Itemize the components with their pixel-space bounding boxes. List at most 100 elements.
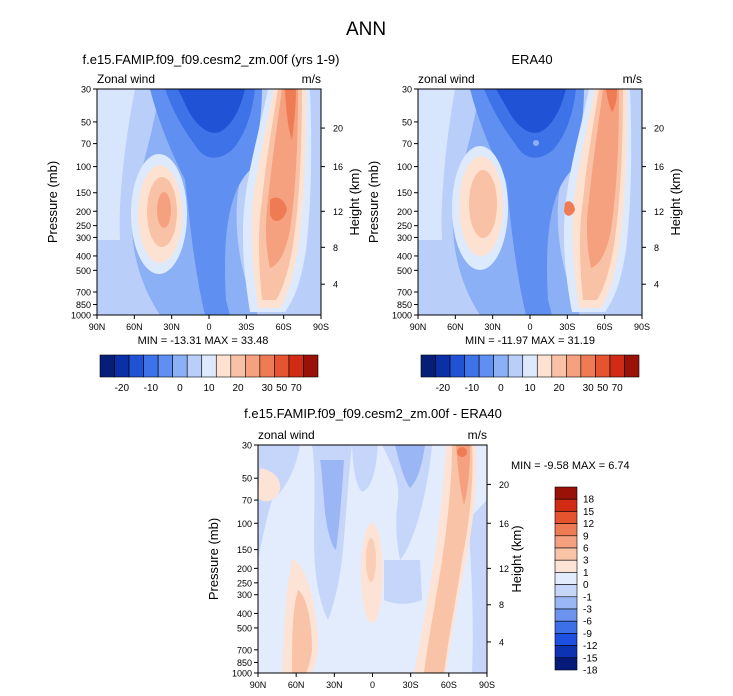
x-tick-label: 30N	[163, 322, 180, 332]
colorbar-label: 10	[524, 383, 536, 394]
y-tick-label: 500	[397, 266, 412, 276]
panel-era40-contours	[418, 89, 642, 315]
figure-title: ANN	[346, 19, 386, 40]
colorbar-label: 15	[583, 507, 595, 518]
colorbar-label: -10	[144, 383, 159, 394]
colorbar-swatch	[554, 559, 578, 573]
height-tick-label: 16	[654, 162, 664, 172]
colorbar-label: 10	[203, 383, 215, 394]
colorbar-swatch	[114, 354, 130, 378]
y-tick-label: 700	[237, 645, 252, 655]
y-tick-label: 250	[397, 221, 412, 231]
colorbar-label: -12	[583, 641, 598, 652]
y-tick-label: 30	[242, 441, 252, 451]
panel-era40-right-label: m/s	[623, 72, 642, 86]
y-tick-label: 200	[237, 564, 252, 574]
contour-band	[586, 89, 619, 268]
colorbar-swatch	[288, 354, 304, 378]
colorbar-swatch	[274, 354, 290, 378]
colorbar-label: 6	[583, 544, 589, 555]
y-tick-label: 100	[76, 162, 91, 172]
panel-era40-axes: 305070100150200250300400500700850100090N…	[392, 85, 664, 333]
colorbar-swatch	[554, 523, 578, 537]
colorbar-swatch	[554, 547, 578, 561]
x-tick-label: 90N	[89, 322, 106, 332]
colorbar-swatch	[303, 354, 319, 378]
y-tick-label: 300	[76, 233, 91, 243]
panel-era40: ERA40 zonal wind m/s 3050701001502002503…	[366, 52, 683, 394]
y-tick-label: 200	[397, 207, 412, 217]
y-tick-label: 150	[397, 188, 412, 198]
contour-band	[292, 590, 312, 673]
panel-era40-ylabel: Pressure (mb)	[366, 161, 381, 243]
colorbar-swatch	[478, 354, 494, 378]
y-tick-label: 30	[402, 85, 412, 95]
colorbar-label: 70	[612, 383, 624, 394]
height-tick-label: 20	[499, 480, 509, 490]
x-tick-label: 30N	[326, 680, 343, 690]
y-tick-label: 100	[397, 162, 412, 172]
colorbar-label: 50	[597, 383, 609, 394]
panel-era40-ylabel-right: Height (km)	[668, 168, 683, 235]
colorbar-swatch	[554, 633, 578, 646]
colorbar-swatch	[554, 657, 578, 671]
colorbar-swatch	[259, 354, 275, 378]
y-tick-label: 100	[237, 519, 252, 529]
panel-model-ylabel-right: Height (km)	[347, 168, 362, 235]
y-tick-label: 400	[76, 251, 91, 261]
y-tick-label: 500	[237, 623, 252, 633]
height-tick-label: 20	[654, 124, 664, 134]
x-tick-label: 90S	[313, 322, 329, 332]
colorbar-swatch	[554, 498, 578, 512]
colorbar-swatch	[230, 354, 246, 378]
panel-model-title: f.e15.FAMIP.f09_f09.cesm2_zm.00f (yrs 1-…	[83, 52, 340, 67]
panel-diff-contours	[258, 445, 487, 673]
y-tick-label: 400	[237, 609, 252, 619]
colorbar-label: -20	[436, 383, 451, 394]
colorbar-swatch	[128, 354, 144, 378]
contour-band	[468, 500, 487, 673]
panel-model-contours	[97, 89, 321, 315]
colorbar-swatch	[554, 584, 578, 598]
height-tick-label: 12	[333, 207, 343, 217]
colorbar-label: 30	[262, 383, 274, 394]
panel-diff-axes: 305070100150200250300400500700850100090N…	[232, 441, 509, 691]
contour-band	[418, 89, 455, 240]
panel-model-colorbar: -20 -10 0 10 20 30 50 70	[99, 354, 319, 394]
panel-diff-left-label: zonal wind	[258, 428, 315, 442]
height-tick-label: 16	[499, 519, 509, 529]
colorbar-swatch	[435, 354, 451, 378]
y-tick-label: 300	[237, 590, 252, 600]
panel-diff-right-label: m/s	[468, 428, 487, 442]
height-tick-label: 8	[333, 243, 338, 253]
panel-model-axes: 305070100150200250300400500700850100090N…	[71, 85, 343, 333]
contour-band	[178, 89, 245, 133]
contour-band	[265, 89, 298, 268]
colorbar-swatch	[536, 354, 553, 378]
colorbar-swatch	[172, 354, 188, 378]
contour-band	[469, 170, 497, 238]
colorbar-label: -20	[115, 383, 130, 394]
x-tick-label: 90S	[479, 680, 495, 690]
y-tick-label: 700	[76, 288, 91, 298]
contour-band	[395, 445, 425, 488]
y-tick-label: 1000	[232, 669, 252, 679]
height-tick-label: 8	[654, 243, 659, 253]
y-tick-label: 500	[76, 266, 91, 276]
colorbar-swatch	[566, 354, 582, 378]
colorbar-swatch	[522, 354, 538, 378]
y-tick-label: 850	[397, 300, 412, 310]
y-tick-label: 150	[76, 188, 91, 198]
x-tick-label: 30S	[559, 322, 575, 332]
colorbar-label: -3	[583, 605, 592, 616]
y-tick-label: 200	[76, 207, 91, 217]
colorbar-swatch	[245, 354, 261, 378]
contour-band	[157, 192, 171, 228]
colorbar-swatch	[609, 354, 625, 378]
colorbar-swatch	[186, 354, 203, 378]
contour-band	[285, 89, 296, 140]
y-tick-label: 150	[237, 545, 252, 555]
height-tick-label: 8	[499, 600, 504, 610]
y-tick-label: 50	[402, 117, 412, 127]
